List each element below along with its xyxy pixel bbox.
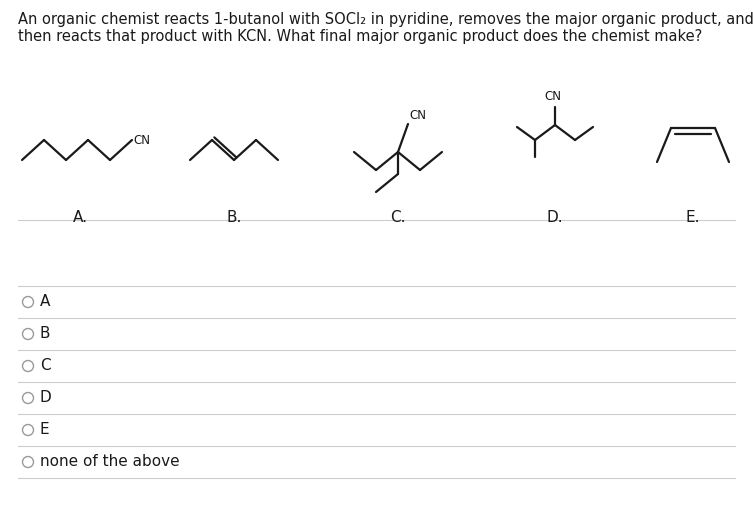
Text: then reacts that product with KCN. What final major organic product does the che: then reacts that product with KCN. What … <box>18 29 703 44</box>
Text: B: B <box>40 327 50 341</box>
Text: none of the above: none of the above <box>40 455 180 469</box>
Text: CN: CN <box>544 90 562 103</box>
Text: CN: CN <box>133 134 150 146</box>
Text: An organic chemist reacts 1-butanol with SOCl₂ in pyridine, removes the major or: An organic chemist reacts 1-butanol with… <box>18 12 753 27</box>
Text: D.: D. <box>547 210 563 225</box>
Text: A.: A. <box>72 210 87 225</box>
Text: D: D <box>40 391 52 405</box>
Text: CN: CN <box>409 109 426 122</box>
Text: E: E <box>40 423 50 437</box>
Text: A: A <box>40 295 50 309</box>
Text: B.: B. <box>227 210 242 225</box>
Text: C: C <box>40 359 50 373</box>
Text: C.: C. <box>390 210 406 225</box>
Text: E.: E. <box>686 210 700 225</box>
